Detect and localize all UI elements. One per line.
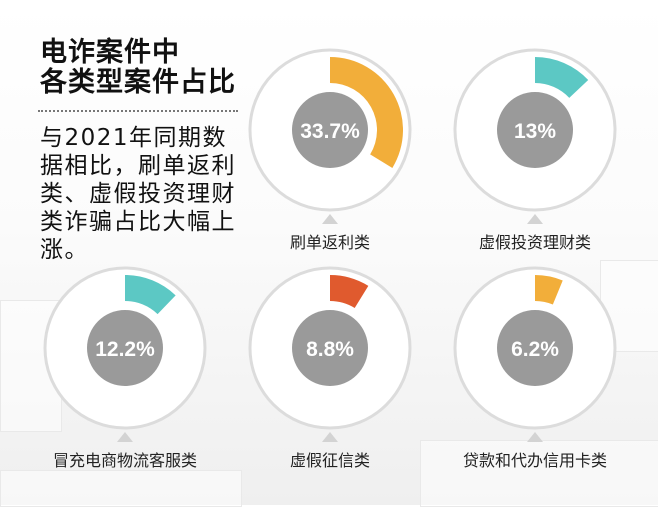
chart-title: 电诈案件中 各类型案件占比 [40, 38, 236, 98]
value-label: 12.2% [95, 338, 155, 361]
center-disc [292, 92, 368, 168]
value-arc [330, 57, 403, 168]
title-line-1: 电诈案件中 [40, 37, 180, 68]
category-label: 虚假投资理财类 [479, 233, 591, 252]
title-line-2: 各类型案件占比 [40, 67, 236, 98]
pointer-triangle [527, 214, 543, 224]
value-label: 33.7% [300, 120, 360, 143]
pointer-triangle [117, 432, 133, 442]
pointer-triangle [322, 432, 338, 442]
background-panel [0, 470, 242, 507]
category-label: 虚假征信类 [290, 451, 370, 470]
value-arc [535, 57, 589, 98]
value-label: 13% [514, 120, 556, 143]
value-label: 6.2% [511, 338, 559, 361]
center-disc [292, 310, 368, 386]
dotted-divider [38, 110, 238, 112]
description-text: 与2021年同期数据相比，刷单返利类、虚假投资理财类诈骗占比大幅上涨。 [40, 125, 236, 263]
center-disc [87, 310, 163, 386]
category-label: 贷款和代办信用卡类 [463, 451, 607, 470]
value-arc [535, 275, 563, 305]
category-label: 刷单返利类 [290, 233, 370, 252]
value-arc [330, 275, 369, 309]
center-disc [497, 92, 573, 168]
pointer-triangle [322, 214, 338, 224]
center-disc [497, 310, 573, 386]
category-label: 冒充电商物流客服类 [53, 451, 197, 470]
value-label: 8.8% [306, 338, 354, 361]
background-panel [420, 440, 658, 507]
value-arc [125, 275, 176, 315]
pointer-triangle [527, 432, 543, 442]
